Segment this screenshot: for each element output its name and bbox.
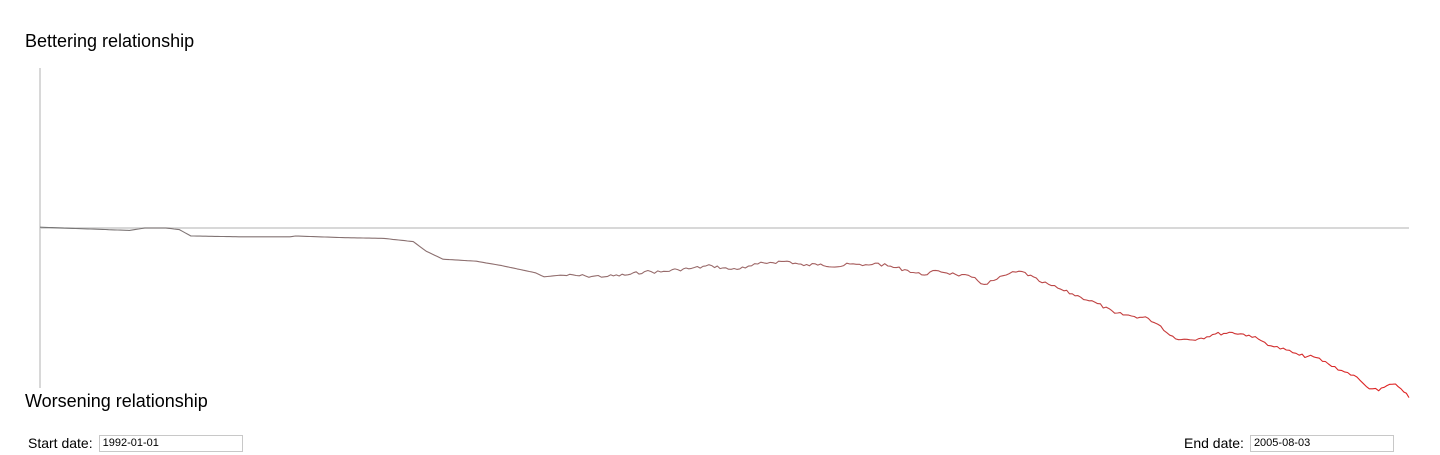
relationship-series-line <box>39 226 1410 398</box>
chart-label-bottom: Worsening relationship <box>25 391 208 411</box>
end-date-input[interactable] <box>1249 434 1394 452</box>
end-date-control: End date: <box>1184 433 1394 453</box>
start-date-label: Start date: <box>28 435 93 451</box>
end-date-label: End date: <box>1184 435 1244 451</box>
start-date-input[interactable] <box>98 434 243 452</box>
chart-label-top: Bettering relationship <box>25 31 195 51</box>
start-date-control: Start date: <box>28 433 243 453</box>
